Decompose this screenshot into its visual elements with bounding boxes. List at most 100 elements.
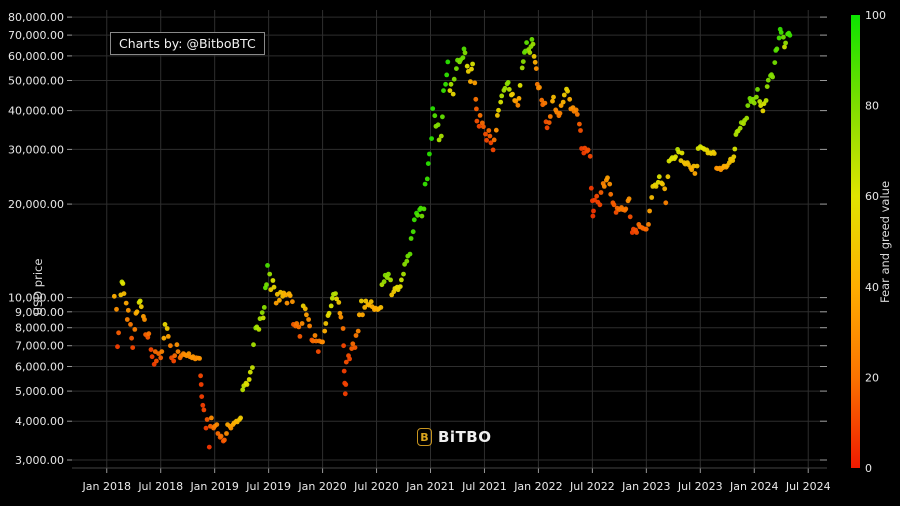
data-point	[128, 322, 133, 327]
data-point	[608, 191, 614, 197]
x-tick-label: Jul 2024	[785, 480, 831, 493]
data-point	[353, 333, 359, 338]
data-point	[247, 369, 253, 375]
y-tick-labels: 3,000.00 4,000.00 5,000.00 6,000.00 7,000.00…	[8, 11, 64, 467]
data-point	[483, 131, 488, 137]
data-point	[399, 277, 404, 283]
data-point	[470, 61, 475, 67]
data-point	[111, 293, 117, 299]
colorbar-title: Fear and greed value	[878, 180, 892, 304]
data-point	[542, 100, 548, 106]
data-point	[334, 296, 339, 302]
data-point	[124, 317, 130, 322]
data-point	[533, 66, 539, 71]
data-point	[532, 59, 538, 65]
data-point	[435, 122, 441, 128]
data-point	[315, 349, 321, 354]
data-point	[488, 140, 494, 146]
data-point	[527, 50, 533, 55]
data-point	[481, 124, 486, 130]
credit-text: Charts by: @BitboBTC	[119, 36, 256, 51]
data-point	[125, 307, 131, 313]
data-point	[425, 161, 431, 167]
data-point	[626, 196, 632, 202]
data-point	[296, 324, 302, 330]
x-tick-label: Jul 2022	[569, 480, 615, 493]
data-point	[737, 125, 743, 131]
data-point	[415, 212, 420, 218]
credit-box: Charts by: @BitboBTC	[110, 32, 265, 55]
x-tick-labels: Jan 2018 Jul 2018 Jan 2019 Jul 2019 Jan 2020…	[82, 480, 831, 493]
data-point	[611, 202, 617, 208]
watermark-text: BiTBO	[438, 428, 492, 446]
data-point	[145, 334, 151, 340]
data-point	[164, 326, 170, 331]
data-point	[529, 37, 535, 42]
data-point	[222, 437, 227, 443]
data-point	[530, 41, 536, 47]
data-point	[121, 291, 127, 296]
data-point	[162, 322, 168, 327]
data-point	[627, 214, 633, 220]
data-point	[401, 271, 406, 277]
data-point	[137, 298, 143, 304]
data-point	[355, 328, 361, 334]
data-point	[689, 167, 695, 173]
data-point	[451, 76, 457, 82]
data-point	[502, 85, 508, 91]
data-point	[643, 226, 649, 232]
data-point	[662, 186, 668, 192]
y-tick-label: 70,000.00	[8, 29, 64, 42]
data-point	[244, 382, 250, 387]
data-point	[218, 433, 224, 439]
data-point	[782, 44, 787, 50]
data-point	[350, 341, 356, 347]
data-point	[476, 123, 482, 129]
data-point	[673, 154, 678, 160]
data-point	[772, 60, 778, 65]
data-point	[129, 335, 135, 341]
data-point	[260, 315, 266, 321]
data-point	[474, 106, 479, 112]
data-point	[764, 84, 770, 89]
data-point	[201, 407, 207, 413]
data-point	[594, 193, 600, 199]
data-point	[328, 303, 334, 309]
data-point	[474, 118, 480, 124]
data-point	[653, 184, 659, 189]
data-point	[410, 229, 416, 235]
data-point	[506, 87, 512, 92]
data-point	[665, 174, 671, 180]
data-point	[558, 103, 564, 108]
data-point	[287, 293, 293, 298]
data-point	[646, 222, 651, 227]
data-point	[730, 158, 736, 164]
data-point	[158, 355, 164, 361]
data-point	[694, 163, 700, 169]
data-point	[468, 79, 473, 84]
data-point	[347, 356, 352, 362]
data-point	[613, 210, 619, 215]
data-point	[174, 342, 180, 348]
colorbar-tick-label: 60	[865, 190, 879, 203]
data-point	[744, 115, 750, 121]
data-point	[407, 251, 413, 257]
data-point	[381, 279, 387, 285]
data-point	[781, 34, 786, 40]
data-point	[238, 415, 244, 421]
data-point	[419, 213, 425, 219]
data-point	[531, 54, 537, 59]
data-point	[450, 91, 456, 97]
data-point	[378, 305, 384, 310]
data-point	[597, 202, 603, 208]
data-point	[228, 425, 234, 431]
data-point	[271, 284, 277, 290]
data-point	[360, 312, 365, 318]
data-point	[490, 147, 496, 153]
data-point	[605, 175, 610, 181]
data-point	[204, 417, 210, 422]
data-point	[168, 343, 173, 349]
data-point	[787, 32, 793, 38]
data-point	[546, 120, 552, 125]
data-point	[246, 377, 252, 382]
